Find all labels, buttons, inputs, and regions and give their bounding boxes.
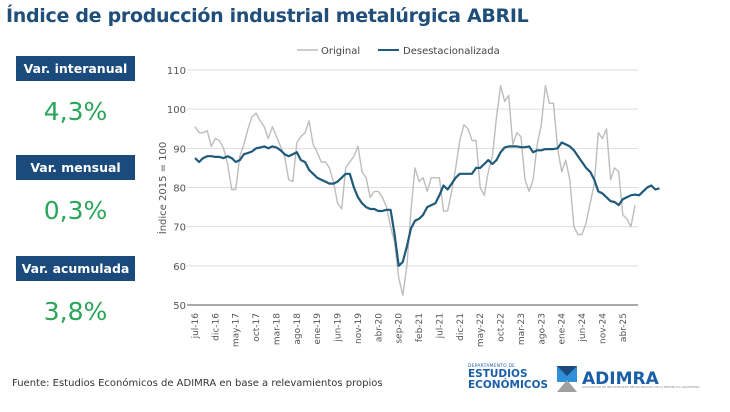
x-tick-label: oct-22 (497, 313, 507, 342)
kpi-value-interanual: 4,3% (43, 97, 108, 126)
x-tick-label: jul-16 (191, 313, 201, 340)
logo-adimra-tag: ASOCIACIÓN DE INDUSTRIALES METALÚRGICOS … (582, 385, 700, 389)
x-tick-label: ene-24 (558, 313, 568, 345)
y-tick-label: 70 (173, 223, 186, 234)
y-tick-label: 110 (167, 66, 186, 77)
adimra-logo-icon (557, 366, 577, 392)
kpi-value-mensual: 0,3% (43, 196, 108, 225)
logo-estudios-small: DEPARTAMENTO DE (468, 364, 516, 369)
x-tick-label: oct-17 (252, 313, 262, 342)
legend-label-original: Original (321, 46, 360, 57)
legend-label-desestacionalizada: Desestacionalizada (403, 46, 500, 57)
x-tick-label: ene-19 (313, 313, 323, 345)
x-tick-label: jun-24 (578, 313, 588, 343)
x-tick-label: ago-18 (293, 313, 303, 345)
kpi-label-interanual: Var. interanual (16, 56, 135, 81)
x-tick-label: may-22 (476, 313, 486, 347)
x-tick-label: feb-21 (415, 313, 425, 342)
x-tick-label: ago-23 (537, 313, 547, 345)
logo-estudios-line1: ESTUDIOS (468, 368, 528, 380)
logo-estudios-line2: ECONÓMICOS (468, 378, 549, 391)
kpi-label-mensual: Var. mensual (16, 155, 135, 180)
x-tick-label: mar-23 (517, 313, 527, 345)
y-tick-label: 50 (173, 301, 186, 312)
x-tick-label: abr-20 (374, 313, 384, 342)
y-tick-label: 80 (173, 184, 186, 195)
x-tick-label: sep-20 (395, 313, 405, 344)
series-line-desestacionalizada (194, 141, 660, 267)
kpi-value-acumulada: 3,8% (43, 297, 108, 326)
x-tick-label: abr-25 (619, 313, 629, 342)
x-tick-label: may-17 (232, 313, 242, 347)
x-tick-label: nov-19 (354, 313, 364, 344)
x-tick-label: jul-21 (435, 313, 445, 339)
y-axis-label: Índice 2015 = 100 (156, 142, 169, 235)
series-line-original (194, 84, 636, 296)
source-note: Fuente: Estudios Económicos de ADIMRA en… (12, 378, 383, 389)
page-title: Índice de producción industrial metalúrg… (6, 5, 529, 27)
x-tick-label: mar-18 (272, 313, 282, 345)
adimra-logo: ADIMRA ASOCIACIÓN DE INDUSTRIALES METALÚ… (557, 366, 700, 392)
estudios-economicos-logo: DEPARTAMENTO DE ESTUDIOS ECONÓMICOS (468, 364, 548, 390)
logo-adimra-word: ADIMRA (582, 368, 659, 389)
chart-legend: Original Desestacionalizada (297, 46, 500, 57)
x-tick-label: dic-16 (211, 313, 221, 341)
x-tick-label: dic-21 (456, 313, 466, 341)
y-tick-label: 100 (167, 105, 186, 116)
x-tick-label: jun-19 (334, 313, 344, 343)
y-tick-label: 90 (173, 144, 186, 155)
kpi-label-acumulada: Var. acumulada (16, 256, 135, 281)
y-tick-label: 60 (173, 262, 186, 273)
x-tick-label: nov-24 (598, 313, 608, 344)
